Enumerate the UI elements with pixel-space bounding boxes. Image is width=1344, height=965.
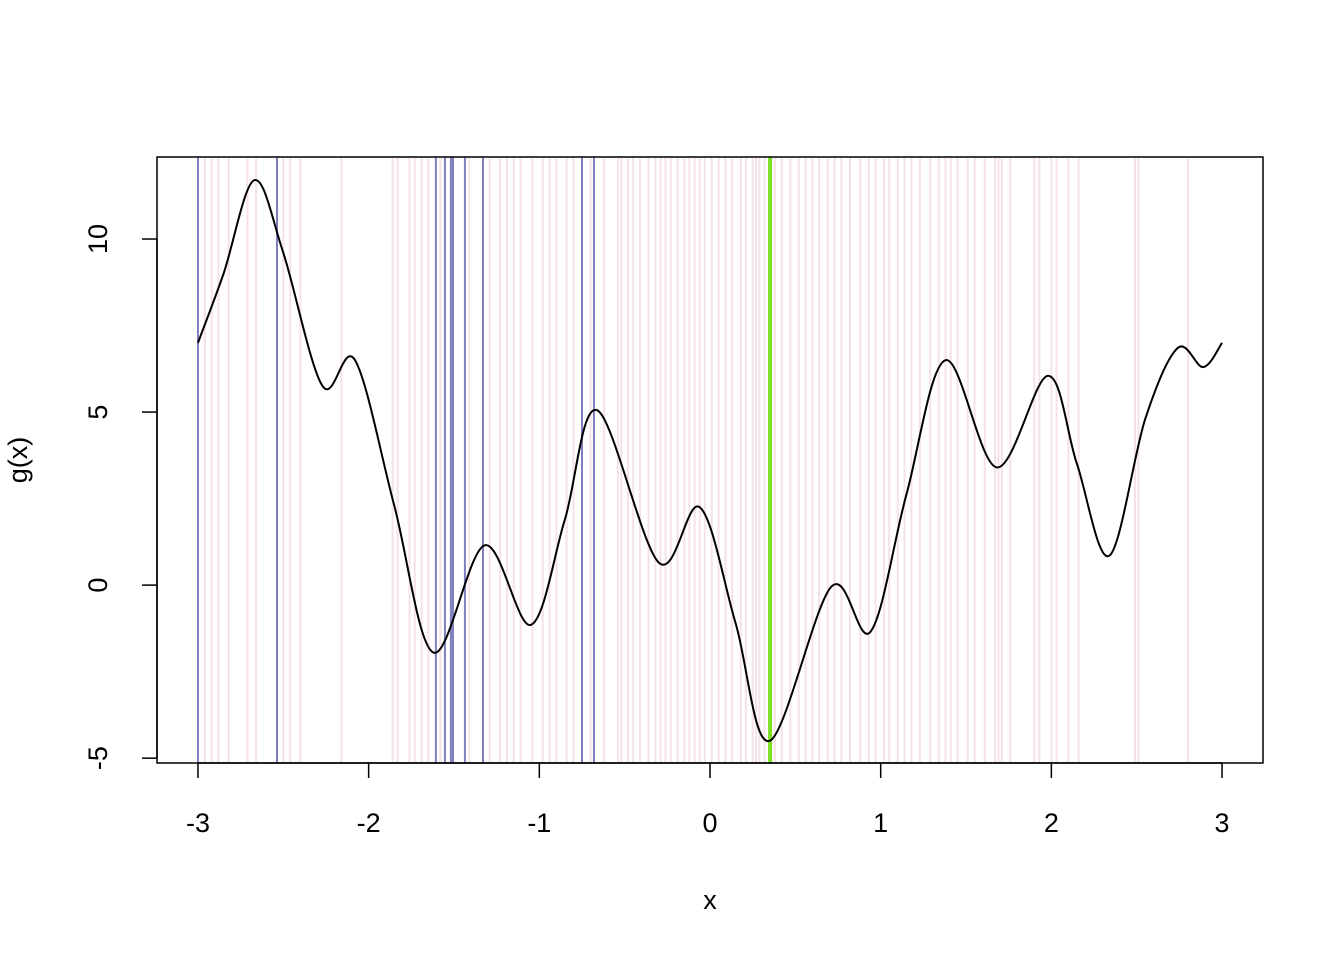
x-tick-label: -1: [527, 808, 551, 838]
x-tick-label: 2: [1044, 808, 1059, 838]
x-tick-label: -2: [357, 808, 381, 838]
y-tick-label: 10: [83, 224, 113, 254]
y-tick-label: 5: [83, 405, 113, 420]
x-tick-label: 0: [702, 808, 717, 838]
y-axis-label: g(x): [3, 437, 33, 484]
curve: [197, 179, 1223, 742]
x-axis-label: x: [703, 885, 717, 915]
plot-area: [196, 157, 1223, 763]
plot-frame: [156, 156, 1264, 764]
x-tick-label: 3: [1215, 808, 1230, 838]
y-tick-label: 0: [83, 578, 113, 593]
x-tick-label: -3: [186, 808, 210, 838]
x-tick-label: 1: [873, 808, 888, 838]
y-tick-label: -5: [83, 746, 113, 770]
